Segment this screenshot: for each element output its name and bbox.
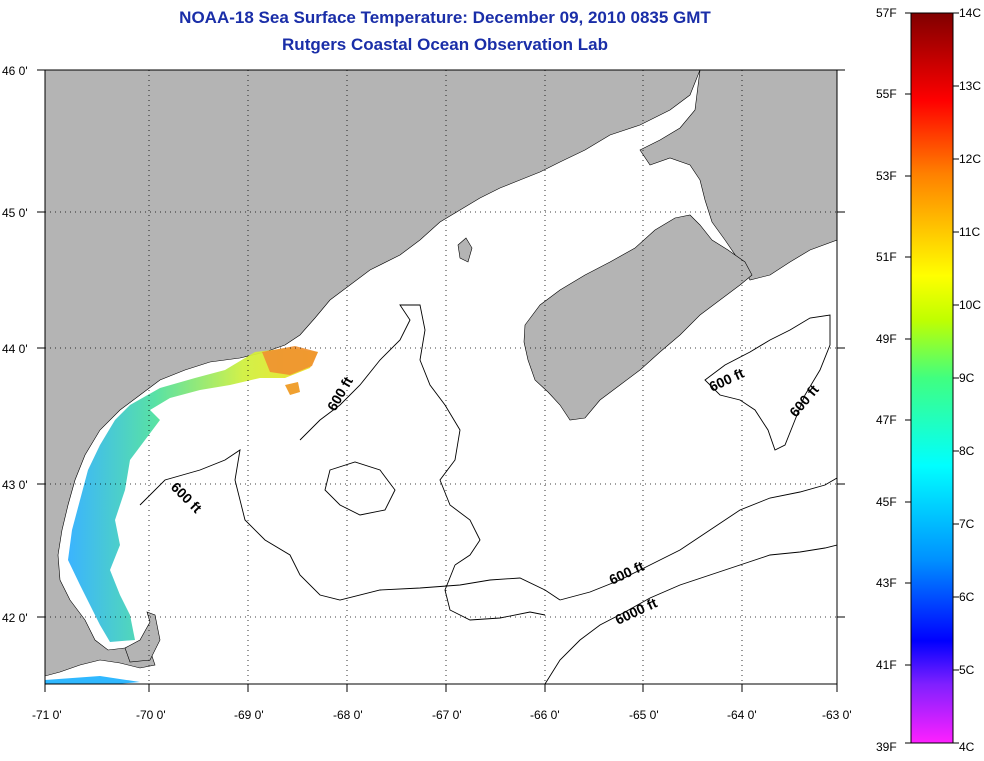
bathymetry-contours bbox=[139, 304, 837, 684]
colorbar-c-label: 14C bbox=[959, 6, 981, 20]
lon-tick-label: -68 0' bbox=[333, 708, 363, 722]
lon-tick-label: -65 0' bbox=[629, 708, 659, 722]
colorbar-c-label: 12C bbox=[959, 152, 981, 166]
map-title: NOAA-18 Sea Surface Temperature: Decembe… bbox=[179, 8, 711, 27]
lon-tick-label: -63 0' bbox=[822, 708, 852, 722]
colorbar-c-label: 7C bbox=[959, 517, 975, 531]
colorbar-f-label: 49F bbox=[876, 332, 897, 346]
colorbar-f-label: 53F bbox=[876, 169, 897, 183]
lon-tick-label: -69 0' bbox=[234, 708, 264, 722]
contour-600ft-basin bbox=[324, 461, 396, 516]
colorbar-c-label: 11C bbox=[959, 225, 980, 239]
land-nova-scotia bbox=[523, 214, 753, 421]
colorbar-c-label: 6C bbox=[959, 590, 975, 604]
map-subtitle: Rutgers Coastal Ocean Observation Lab bbox=[282, 35, 608, 54]
lon-tick-label: -71 0' bbox=[32, 708, 62, 722]
colorbar-c-label: 8C bbox=[959, 444, 975, 458]
lon-tick-label: -64 0' bbox=[727, 708, 757, 722]
axis-ticks bbox=[37, 69, 845, 692]
lat-tick-label: 46 0' bbox=[2, 64, 28, 78]
colorbar-f-label: 51F bbox=[876, 250, 897, 264]
colorbar-c-label: 5C bbox=[959, 663, 975, 677]
contour-6000ft bbox=[544, 544, 837, 684]
map-border bbox=[44, 69, 838, 685]
sst-warm-patch bbox=[262, 346, 318, 375]
contour-600ft-ledge bbox=[299, 304, 481, 566]
lat-tick-label: 43 0' bbox=[2, 478, 28, 492]
colorbar-ticks bbox=[905, 12, 959, 744]
colorbar-f-label: 47F bbox=[876, 413, 897, 427]
colorbar-f-label: 55F bbox=[876, 87, 897, 101]
colorbar-f-label: 57F bbox=[876, 6, 897, 20]
map-grid bbox=[45, 70, 837, 684]
contour-600ft-gulf bbox=[139, 449, 561, 601]
lat-tick-label: 42 0' bbox=[2, 611, 28, 625]
colorbar-f-label: 43F bbox=[876, 576, 897, 590]
land-grand-manan bbox=[457, 237, 473, 263]
sst-swath bbox=[68, 348, 318, 642]
colorbar bbox=[910, 12, 954, 744]
sst-cool-strip bbox=[45, 676, 140, 684]
colorbar-f-label: 39F bbox=[876, 740, 897, 754]
land-new-brunswick bbox=[639, 70, 837, 281]
lat-tick-label: 45 0' bbox=[2, 206, 28, 220]
lat-tick-label: 44 0' bbox=[2, 342, 28, 356]
colorbar-f-label: 41F bbox=[876, 658, 897, 672]
colorbar-c-label: 4C bbox=[959, 740, 975, 754]
colorbar-f-label: 45F bbox=[876, 495, 897, 509]
contour-600ft-inner bbox=[444, 564, 546, 621]
colorbar-c-label: 13C bbox=[959, 79, 981, 93]
contour-600ft-georges bbox=[559, 477, 837, 601]
contour-600ft-ns-shelf bbox=[704, 314, 831, 451]
colorbar-c-label: 9C bbox=[959, 371, 975, 385]
land-cape-cod bbox=[124, 611, 161, 663]
lon-tick-label: -70 0' bbox=[136, 708, 166, 722]
colorbar-c-label: 10C bbox=[959, 298, 981, 312]
lon-tick-label: -67 0' bbox=[432, 708, 462, 722]
sst-warm-spot bbox=[285, 382, 300, 395]
lon-tick-label: -66 0' bbox=[530, 708, 560, 722]
